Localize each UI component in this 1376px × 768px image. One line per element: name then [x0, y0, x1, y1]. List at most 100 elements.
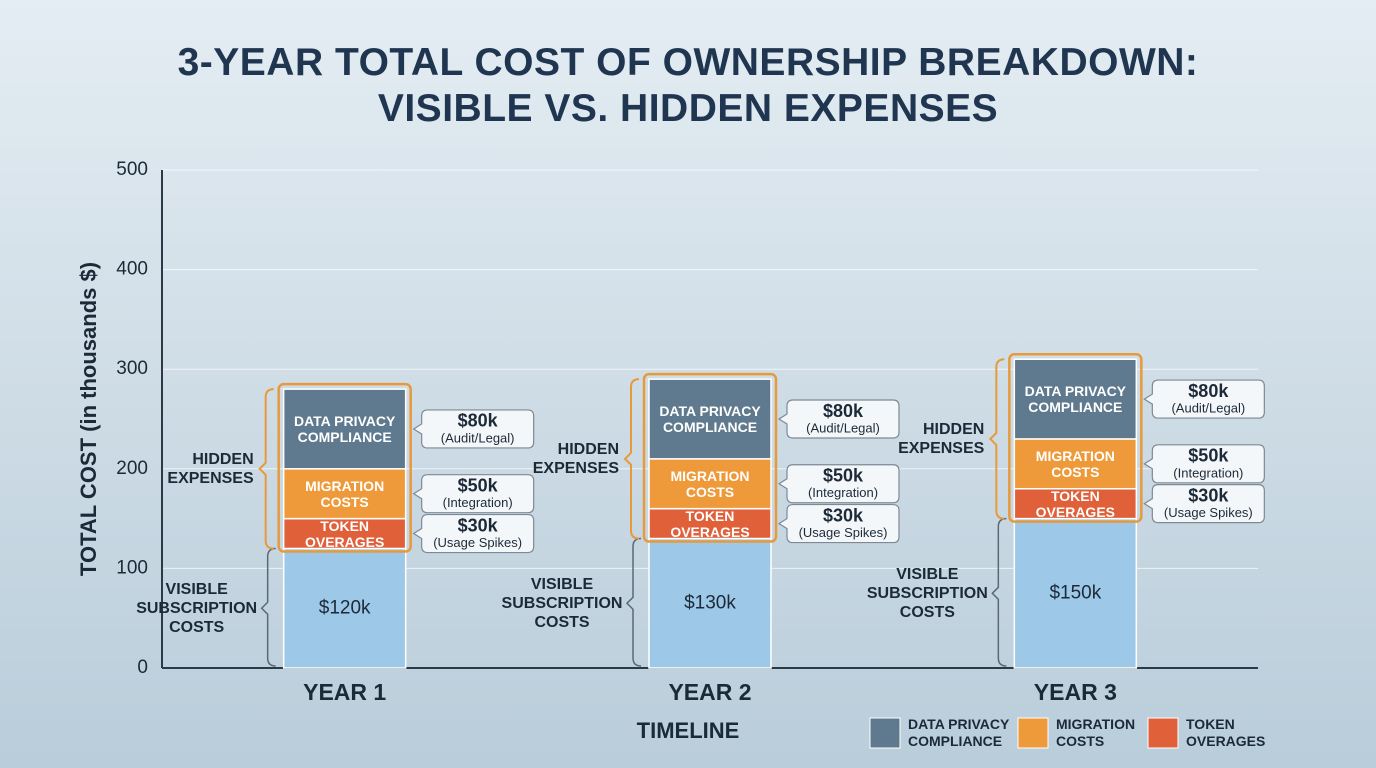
segment-label: DATA PRIVACY COMPLIANCE: [659, 403, 761, 435]
callout: [1143, 444, 1265, 484]
visible-label-box: VISIBLE SUBSCRIPTION COSTS: [136, 580, 258, 636]
visible-label-box: VISIBLE SUBSCRIPTION COSTS: [501, 575, 623, 631]
hidden-label: HIDDEN EXPENSES: [532, 440, 619, 477]
legend-swatch: [869, 717, 901, 749]
bar-segment: [282, 388, 407, 470]
segment-label: TOKEN OVERAGES: [304, 517, 385, 550]
bar-segment: [648, 537, 772, 669]
value-label: $30k: [1188, 485, 1229, 505]
legend-label-box: TOKEN OVERAGES: [1186, 716, 1266, 749]
callout-detail: (Audit/Legal): [441, 430, 515, 445]
bar-segment: [1013, 438, 1138, 490]
segment-label: DATA PRIVACY COMPLIANCE: [293, 412, 396, 445]
visible-label: VISIBLE SUBSCRIPTION COSTS: [866, 565, 988, 621]
segment-label-box: DATA PRIVACY COMPLIANCE: [1024, 383, 1127, 416]
segment-label-box: MIGRATION COSTS: [1035, 447, 1115, 480]
y-tick-label: 500: [116, 159, 148, 180]
bar-segment: [648, 378, 772, 460]
callout: [412, 513, 535, 554]
callout-detail: (Usage Spikes): [1164, 505, 1253, 520]
value-label: $50k: [823, 465, 864, 485]
hidden-label-box: HIDDEN EXPENSES: [898, 420, 985, 457]
visible-brace: [260, 547, 276, 667]
legend-label: TOKEN OVERAGES: [1186, 716, 1266, 749]
legend-swatch: [1017, 717, 1049, 749]
x-tick-label: YEAR 1: [303, 679, 386, 705]
y-tick-label: 300: [116, 358, 148, 379]
value-label: $50k: [1188, 446, 1229, 466]
value-label: $80k: [823, 401, 864, 421]
callout: [777, 503, 900, 544]
legend-swatch: [1147, 717, 1179, 749]
bar-segment: [1013, 358, 1138, 440]
y-tick-label: 0: [137, 657, 148, 678]
hidden-outline: [1008, 352, 1143, 523]
callout: [1143, 379, 1265, 419]
segment-label: MIGRATION COSTS: [670, 467, 750, 500]
y-tick-label: 200: [116, 458, 148, 479]
bar-segment: [282, 547, 407, 669]
segment-label: DATA PRIVACY COMPLIANCE: [1024, 383, 1127, 416]
value-label: $150k: [1049, 582, 1101, 603]
callout: [777, 399, 900, 439]
hidden-label-box: HIDDEN EXPENSES: [167, 450, 254, 487]
callout: [412, 409, 535, 449]
y-tick-label: 400: [116, 259, 148, 280]
visible-label: VISIBLE SUBSCRIPTION COSTS: [501, 575, 623, 631]
bar-segment: [1013, 517, 1138, 669]
visible-brace: [625, 537, 642, 667]
bar-segment: [282, 468, 407, 520]
hidden-label: HIDDEN EXPENSES: [898, 420, 985, 457]
segment-label-box: TOKEN OVERAGES: [670, 507, 750, 540]
y-axis-label: TOTAL COST (in thousands $): [76, 262, 101, 576]
y-tick-label: 100: [116, 557, 148, 578]
legend-label-box: DATA PRIVACY COMPLIANCE: [908, 716, 1010, 749]
callout: [1143, 484, 1265, 524]
segment-label: MIGRATION COSTS: [305, 477, 385, 510]
bar-segment: [282, 517, 407, 550]
value-label: $130k: [684, 592, 736, 613]
callout-detail: (Integration): [443, 495, 513, 510]
bar-segment: [1013, 487, 1138, 520]
callout-detail: (Integration): [1173, 465, 1243, 480]
legend-label-box: MIGRATION COSTS: [1056, 716, 1135, 749]
x-tick-label: YEAR 2: [668, 679, 751, 705]
chart-title: 3-YEAR TOTAL COST OF OWNERSHIP BREAKDOWN…: [177, 41, 1199, 130]
hidden-label-box: HIDDEN EXPENSES: [532, 440, 619, 477]
segment-label-box: TOKEN OVERAGES: [304, 517, 385, 550]
visible-label-box: VISIBLE SUBSCRIPTION COSTS: [866, 565, 988, 621]
hidden-brace: [258, 388, 274, 550]
value-label: $120k: [319, 597, 371, 618]
callout-detail: (Usage Spikes): [799, 525, 888, 540]
hidden-brace: [623, 378, 640, 540]
value-label: $30k: [823, 505, 864, 525]
segment-label-box: MIGRATION COSTS: [305, 477, 385, 510]
x-tick-label: YEAR 3: [1034, 679, 1117, 705]
legend-label: DATA PRIVACY COMPLIANCE: [908, 716, 1010, 749]
value-label: $80k: [458, 411, 499, 431]
segment-label: MIGRATION COSTS: [1035, 447, 1115, 480]
value-label: $30k: [458, 515, 499, 535]
segment-label: TOKEN OVERAGES: [1035, 487, 1115, 520]
x-axis-label: TIMELINE: [637, 718, 740, 743]
segment-label-box: MIGRATION COSTS: [670, 467, 750, 500]
callout-detail: (Audit/Legal): [806, 420, 880, 435]
hidden-outline: [277, 382, 412, 553]
value-label: $80k: [1188, 381, 1229, 401]
hidden-brace: [988, 358, 1005, 520]
visible-label: VISIBLE SUBSCRIPTION COSTS: [136, 580, 258, 636]
callout: [777, 464, 900, 504]
value-label: $50k: [458, 475, 499, 495]
hidden-label: HIDDEN EXPENSES: [167, 450, 254, 487]
visible-brace: [991, 517, 1007, 667]
segment-label-box: DATA PRIVACY COMPLIANCE: [293, 412, 396, 445]
segment-label-box: DATA PRIVACY COMPLIANCE: [659, 403, 761, 435]
callout: [412, 474, 535, 514]
callout-detail: (Audit/Legal): [1171, 401, 1245, 416]
hidden-outline: [642, 372, 778, 543]
segment-label: TOKEN OVERAGES: [670, 507, 750, 540]
segment-label-box: TOKEN OVERAGES: [1035, 487, 1115, 520]
bar-segment: [648, 507, 772, 540]
